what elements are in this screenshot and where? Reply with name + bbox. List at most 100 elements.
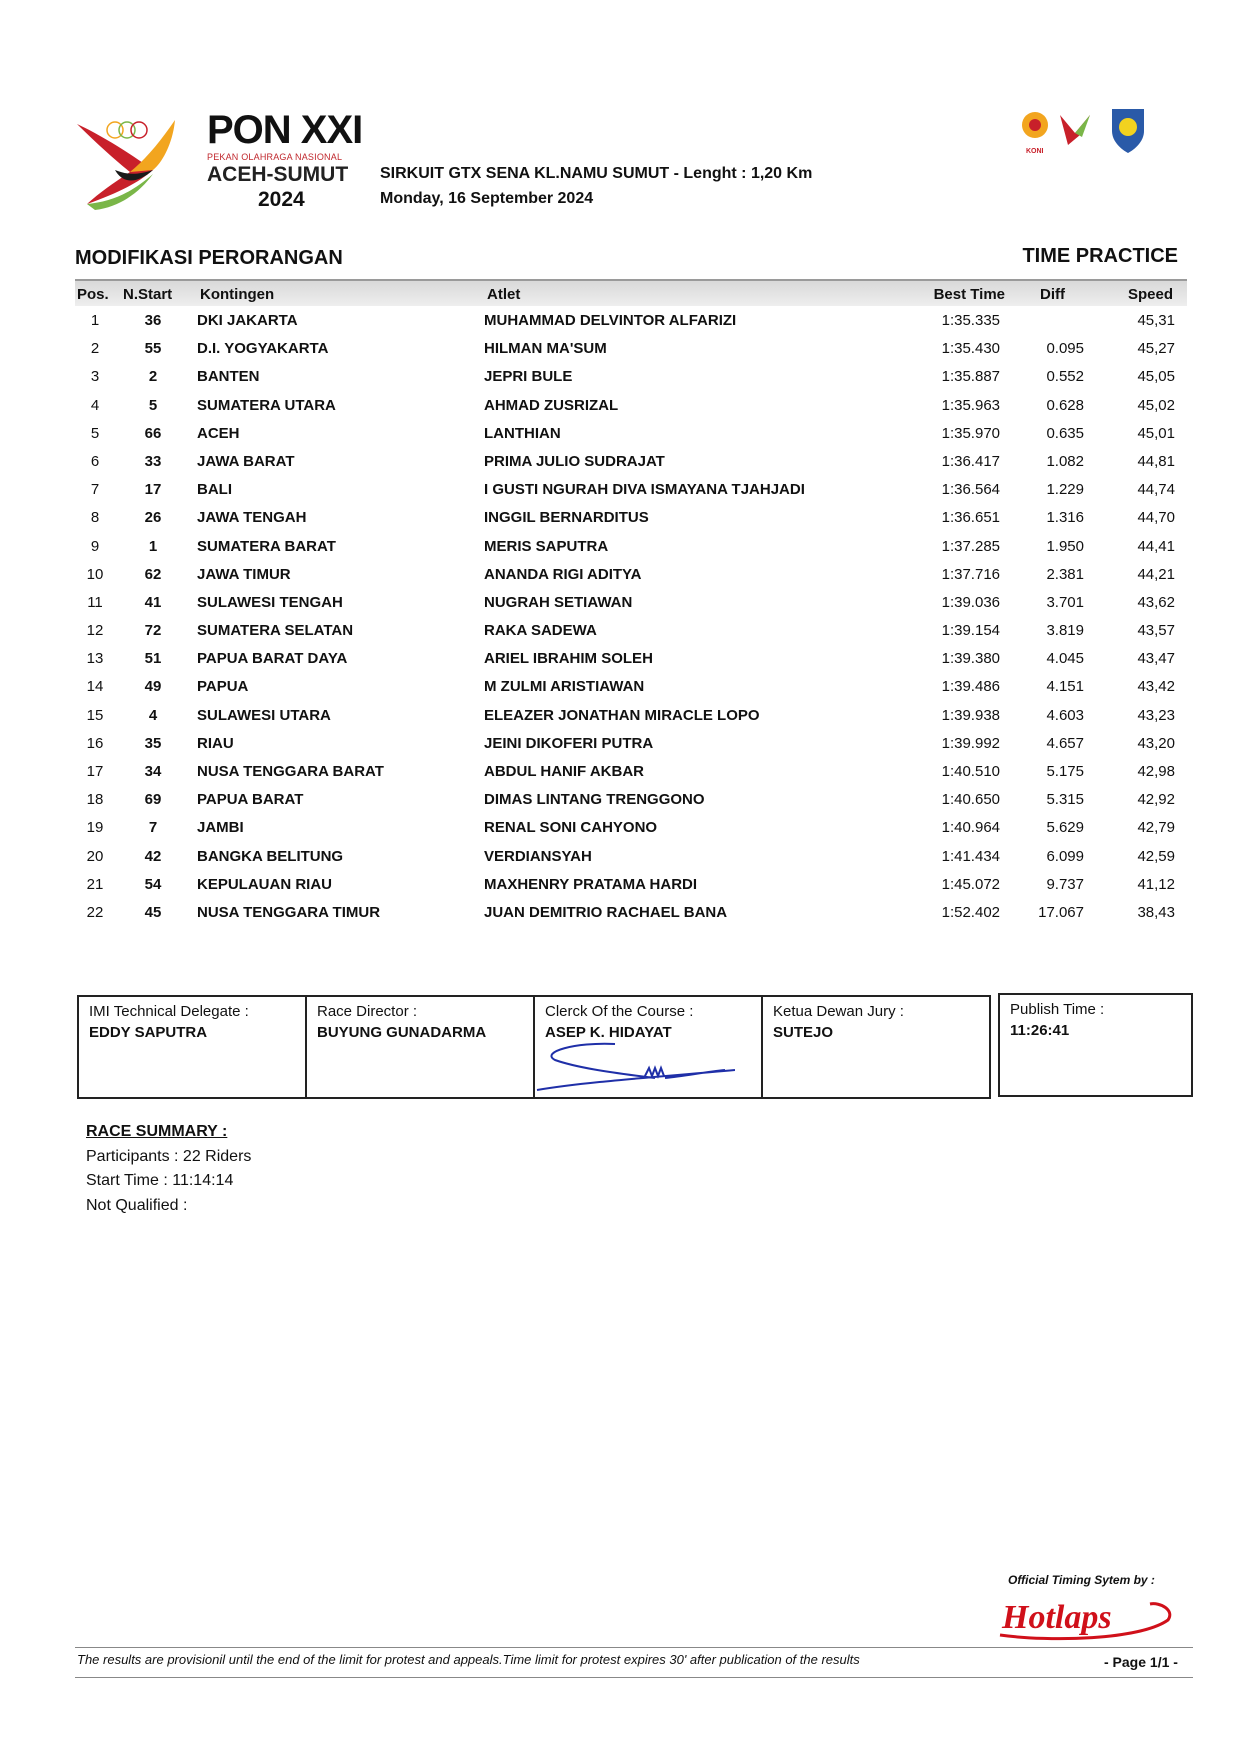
official-label: Race Director :	[317, 1003, 418, 1020]
cell-best-time: 1:40.964	[941, 819, 1000, 837]
cell-speed: 45,27	[1137, 340, 1175, 358]
col-nstart: N.Start	[123, 286, 173, 303]
official-name: ASEP K. HIDAYAT	[545, 1024, 672, 1041]
cell-kontingen: SUMATERA SELATAN	[197, 622, 354, 640]
cell-kontingen: JAWA BARAT	[197, 452, 295, 470]
cell-atlet: VERDIANSYAH	[484, 847, 592, 865]
col-diff: Diff	[1040, 286, 1065, 303]
cell-pos: 21	[86, 875, 104, 893]
cell-best-time: 1:39.992	[941, 734, 1000, 752]
cell-kontingen: SUMATERA UTARA	[197, 396, 336, 414]
summary-not-qualified: Not Qualified :	[86, 1196, 188, 1214]
cell-nstart: 51	[144, 650, 162, 668]
cell-kontingen: NUSA TENGGARA TIMUR	[197, 903, 381, 921]
cell-speed: 43,47	[1137, 650, 1175, 668]
cell-best-time: 1:35.887	[941, 368, 1000, 386]
cell-best-time: 1:35.970	[941, 424, 1000, 442]
summary-participants: Participants : 22 Riders	[86, 1147, 252, 1165]
table-row: 13 51 PAPUA BARAT DAYA ARIEL IBRAHIM SOLEH 1…	[75, 645, 1187, 673]
cell-nstart: 33	[144, 452, 162, 470]
cell-kontingen: BANGKA BELITUNG	[197, 847, 344, 865]
official-name: BUYUNG GUNADARMA	[317, 1024, 487, 1041]
table-row: 9 1 SUMATERA BARAT MERIS SAPUTRA 1:37.285 1.9…	[75, 533, 1187, 561]
table-row: 6 33 JAWA BARAT PRIMA JULIO SUDRAJAT 1:36.41…	[75, 448, 1187, 476]
cell-speed: 43,57	[1137, 622, 1175, 640]
footer-divider-bottom	[75, 1677, 1193, 1678]
cell-atlet: M ZULMI ARISTIAWAN	[484, 678, 645, 696]
cell-atlet: RENAL SONI CAHYONO	[484, 819, 658, 837]
cell-diff: 4.603	[1046, 706, 1084, 724]
cell-atlet: I GUSTI NGURAH DIVA ISMAYANA TJAHJADI	[484, 481, 805, 499]
cell-nstart: 1	[148, 537, 158, 555]
table-row: 20 42 BANGKA BELITUNG VERDIANSYAH 1:41.434 6.…	[75, 843, 1187, 871]
logo-title: PON XXI	[207, 108, 363, 152]
cell-speed: 45,31	[1137, 312, 1175, 329]
timing-label: Official Timing Sytem by :	[1008, 1573, 1155, 1587]
cell-pos: 8	[90, 509, 100, 527]
publish-time-label: Publish Time :	[1010, 1001, 1105, 1018]
cell-pos: 7	[90, 481, 100, 499]
summary-start-time: Start Time : 11:14:14	[86, 1172, 234, 1189]
cell-diff: 3.701	[1046, 593, 1084, 611]
cell-atlet: PRIMA JULIO SUDRAJAT	[484, 452, 665, 470]
cell-diff: 4.657	[1046, 734, 1084, 752]
cell-nstart: 42	[144, 847, 162, 865]
results-table-header: Pos. N.Start Kontingen Atlet Best Time D…	[75, 279, 1187, 306]
cell-atlet: JUAN DEMITRIO RACHAEL BANA	[484, 903, 728, 921]
table-row: 19 7 JAMBI RENAL SONI CAHYONO 1:40.964 5.629 4…	[75, 814, 1187, 842]
cell-kontingen: D.I. YOGYAKARTA	[197, 340, 329, 358]
cell-diff: 9.737	[1046, 875, 1084, 893]
cell-best-time: 1:45.072	[941, 875, 1000, 893]
cell-nstart: 54	[144, 875, 162, 893]
cell-nstart: 49	[144, 678, 162, 696]
publish-time-box: Publish Time : 11:26:41	[998, 993, 1193, 1097]
cell-diff: 4.151	[1046, 678, 1084, 696]
table-row: 12 72 SUMATERA SELATAN RAKA SADEWA 1:39.154 3…	[75, 617, 1187, 645]
table-row: 11 41 SULAWESI TENGAH NUGRAH SETIAWAN 1:39.0…	[75, 589, 1187, 617]
cell-best-time: 1:39.380	[941, 650, 1000, 668]
cell-best-time: 1:39.486	[941, 678, 1000, 696]
cell-best-time: 1:39.154	[941, 622, 1000, 640]
cell-atlet: JEINI DIKOFERI PUTRA	[484, 734, 654, 752]
cell-best-time: 1:35.963	[941, 396, 1000, 414]
cell-diff: 0.635	[1046, 424, 1084, 442]
cell-kontingen: SULAWESI UTARA	[197, 706, 331, 724]
hotlaps-logo: Hotlaps	[999, 1599, 1172, 1641]
table-row: 1 36 DKI JAKARTA MUHAMMAD DELVINTOR ALFARIZ…	[75, 307, 1187, 335]
results-table-body: 1 36 DKI JAKARTA MUHAMMAD DELVINTOR ALFARIZ…	[75, 307, 1187, 927]
table-row: 14 49 PAPUA M ZULMI ARISTIAWAN 1:39.486 4.151…	[75, 673, 1187, 701]
cell-kontingen: BANTEN	[197, 368, 260, 386]
cell-diff: 0.552	[1046, 368, 1084, 386]
cell-diff: 4.045	[1046, 650, 1084, 668]
cell-pos: 10	[86, 565, 104, 583]
cell-speed: 42,98	[1137, 763, 1175, 780]
cell-kontingen: NUSA TENGGARA BARAT	[197, 763, 384, 780]
cell-kontingen: JAMBI	[197, 819, 244, 837]
cell-speed: 44,21	[1137, 565, 1175, 583]
cell-pos: 16	[86, 734, 104, 752]
table-row: 21 54 KEPULAUAN RIAU MAXHENRY PRATAMA HARDI…	[75, 871, 1187, 899]
table-row: 18 69 PAPUA BARAT DIMAS LINTANG TRENGGONO 1:…	[75, 786, 1187, 814]
venue: SIRKUIT GTX SENA KL.NAMU SUMUT - Lenght …	[380, 165, 813, 182]
table-row: 2 55 D.I. YOGYAKARTA HILMAN MA'SUM 1:35.430 0…	[75, 335, 1187, 363]
official-technical-delegate: IMI Technical Delegate : EDDY SAPUTRA	[77, 995, 307, 1099]
cell-atlet: ANANDA RIGI ADITYA	[484, 565, 642, 583]
cell-best-time: 1:41.434	[941, 847, 1000, 865]
pon-xxi-logo	[77, 120, 175, 210]
cell-speed: 43,62	[1137, 593, 1175, 611]
race-summary: RACE SUMMARY : Participants : 22 Riders …	[86, 1120, 251, 1218]
cell-pos: 19	[86, 819, 104, 837]
cell-pos: 4	[90, 396, 100, 414]
official-race-director: Race Director : BUYUNG GUNADARMA	[305, 995, 535, 1099]
cell-pos: 14	[86, 678, 104, 696]
cell-nstart: 34	[144, 763, 162, 780]
session-title: TIME PRACTICE	[1022, 245, 1178, 267]
cell-diff: 3.819	[1046, 622, 1084, 640]
cell-atlet: DIMAS LINTANG TRENGGONO	[484, 791, 705, 809]
logo-subtitle: PEKAN OLAHRAGA NASIONAL	[207, 152, 343, 162]
cell-diff: 2.381	[1046, 565, 1084, 583]
cell-atlet: RAKA SADEWA	[484, 622, 597, 640]
cell-speed: 38,43	[1137, 903, 1175, 921]
official-label: IMI Technical Delegate :	[89, 1003, 249, 1020]
cell-kontingen: JAWA TIMUR	[197, 565, 291, 583]
